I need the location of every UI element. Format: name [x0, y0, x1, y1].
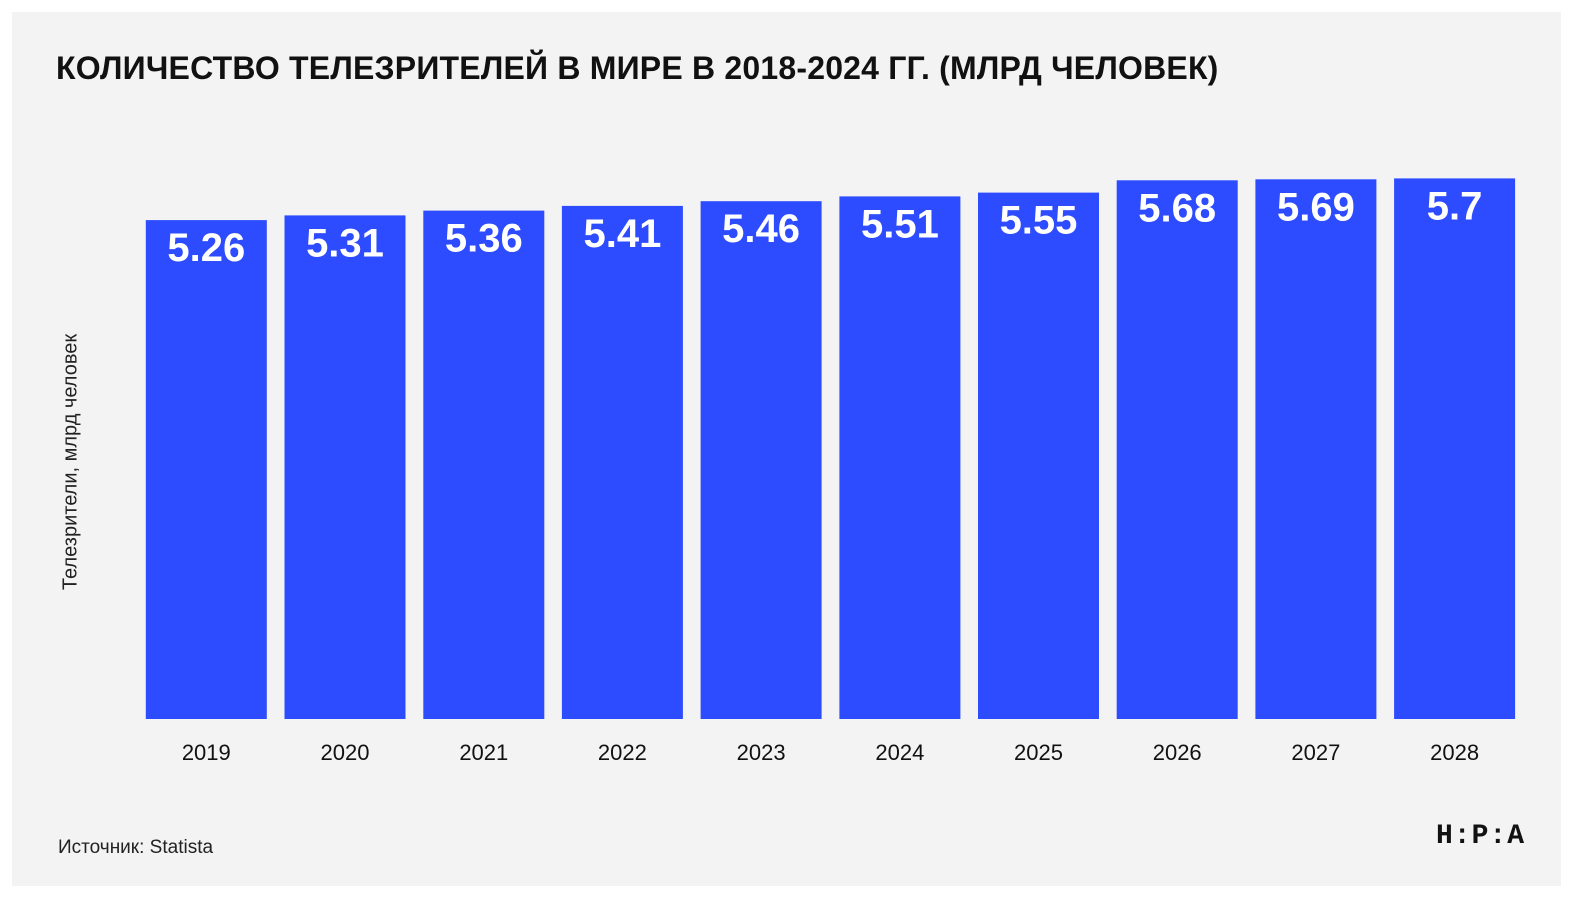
- x-tick-2022: 2022: [598, 740, 647, 765]
- bar-2024: [839, 196, 961, 719]
- x-tick-2025: 2025: [1014, 740, 1063, 765]
- publisher-logo: Н:Р:А: [1435, 821, 1525, 852]
- data-label-2019: 5.26: [167, 226, 245, 270]
- chart-title: КОЛИЧЕСТВО ТЕЛЕЗРИТЕЛЕЙ В МИРЕ В 2018-20…: [56, 50, 1219, 86]
- bar-2019: [145, 220, 267, 719]
- data-label-2020: 5.31: [306, 221, 384, 265]
- x-tick-2024: 2024: [875, 740, 924, 765]
- bar-2020: [284, 215, 406, 719]
- data-label-2025: 5.55: [1000, 199, 1078, 243]
- bar-2027: [1255, 179, 1377, 720]
- bar-2026: [1116, 180, 1238, 720]
- x-tick-2023: 2023: [737, 740, 786, 765]
- x-tick-2028: 2028: [1430, 740, 1479, 765]
- x-tick-2021: 2021: [459, 740, 508, 765]
- data-label-2024: 5.51: [861, 202, 939, 246]
- data-label-2028: 5.7: [1427, 184, 1483, 228]
- bar-2023: [700, 201, 822, 719]
- bar-chart: 5.26 2019 5.31 2020 5.36 2021 5.41 2022 5.46 2023…: [145, 178, 1516, 765]
- bar-2025: [978, 192, 1099, 720]
- x-tick-2027: 2027: [1291, 740, 1340, 765]
- bar-2022: [561, 205, 683, 719]
- x-tick-2019: 2019: [182, 740, 231, 765]
- x-tick-2020: 2020: [321, 740, 370, 765]
- chart-card: КОЛИЧЕСТВО ТЕЛЕЗРИТЕЛЕЙ В МИРЕ В 2018-20…: [12, 12, 1561, 886]
- x-tick-2026: 2026: [1153, 740, 1202, 765]
- bar-2028: [1394, 178, 1516, 719]
- data-label-2021: 5.36: [445, 217, 523, 261]
- bar-2021: [423, 210, 545, 719]
- data-label-2023: 5.46: [722, 207, 800, 251]
- source-note: Источник: Statista: [58, 837, 214, 858]
- data-label-2026: 5.68: [1138, 186, 1216, 230]
- data-label-2022: 5.41: [583, 212, 661, 256]
- data-label-2027: 5.69: [1277, 185, 1355, 229]
